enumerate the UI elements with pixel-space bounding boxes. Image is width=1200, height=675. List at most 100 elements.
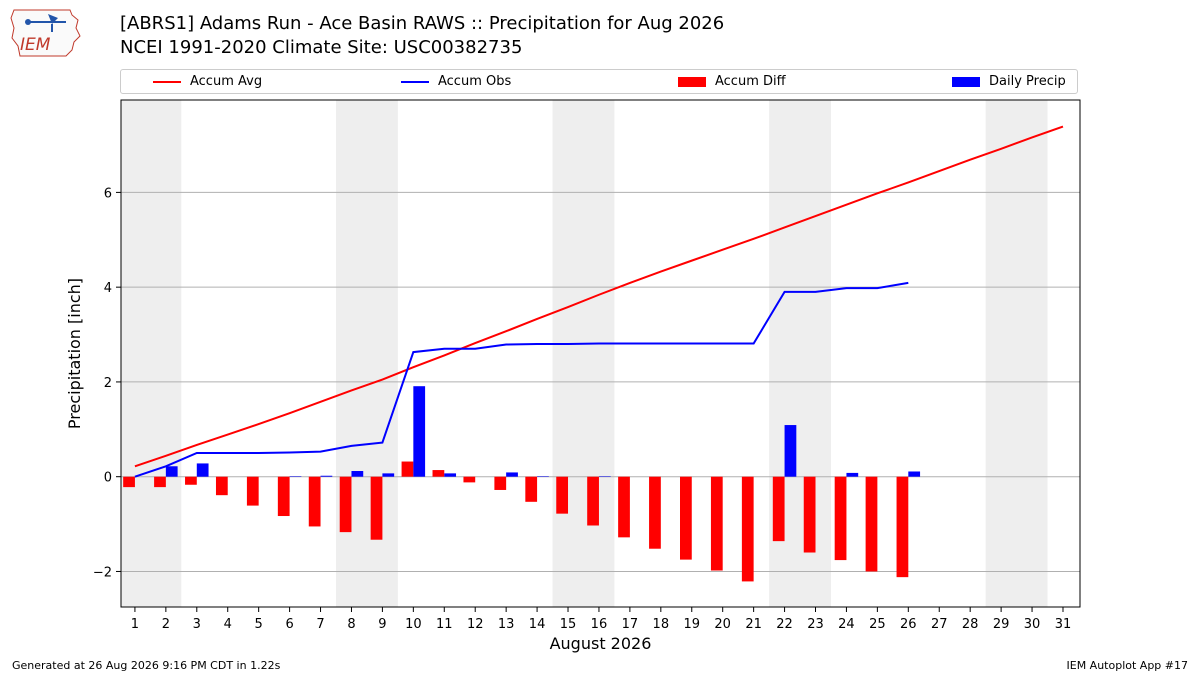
y-tick-label-4: 4 <box>104 281 112 296</box>
plot-frame <box>120 99 1081 608</box>
y-tick-label-2: 2 <box>104 376 112 391</box>
x-tick-label-23: 23 <box>807 617 824 632</box>
legend-swatch-accum-avg <box>153 80 181 83</box>
footer-app: IEM Autoplot App #17 <box>1066 659 1189 672</box>
legend-item-daily-precip: Daily Precip <box>952 70 1066 93</box>
y-tick-label-6: 6 <box>104 186 112 201</box>
x-tick-label-14: 14 <box>529 617 546 632</box>
x-tick-label-3: 3 <box>193 617 201 632</box>
legend-label-accum-obs: Accum Obs <box>438 74 512 89</box>
x-tick-label-30: 30 <box>1024 617 1041 632</box>
bar-accum-diff-day-7 <box>308 476 321 527</box>
x-tick-label-26: 26 <box>900 617 917 632</box>
x-tick-label-11: 11 <box>436 617 453 632</box>
bar-daily-precip-day-7 <box>320 475 333 477</box>
x-tick-label-25: 25 <box>869 617 886 632</box>
y-tick-label--2: −2 <box>93 565 112 580</box>
x-tick-label-27: 27 <box>931 617 948 632</box>
legend-label-daily-precip: Daily Precip <box>989 74 1066 89</box>
legend-item-accum-obs: Accum Obs <box>401 70 511 93</box>
x-tick-label-16: 16 <box>591 617 608 632</box>
x-tick-label-29: 29 <box>993 617 1010 632</box>
bar-accum-diff-day-10 <box>401 461 414 477</box>
x-tick-label-9: 9 <box>378 617 386 632</box>
bar-accum-diff-day-19 <box>680 476 692 560</box>
legend-item-accum-avg: Accum Avg <box>153 70 262 93</box>
bar-accum-diff-day-14 <box>525 476 538 502</box>
bar-daily-precip-day-11 <box>444 473 457 477</box>
bar-accum-diff-day-9 <box>370 476 383 540</box>
legend-item-accum-diff: Accum Diff <box>678 70 786 93</box>
bar-accum-diff-day-25 <box>865 476 878 572</box>
bar-accum-diff-day-5 <box>246 476 259 506</box>
bar-accum-diff-day-21 <box>741 476 754 582</box>
chart-subtitle: NCEI 1991-2020 Climate Site: USC00382735 <box>120 37 523 58</box>
bar-daily-precip-day-22 <box>784 425 797 477</box>
legend-swatch-accum-obs <box>401 80 429 83</box>
bar-accum-diff-day-3 <box>185 476 197 485</box>
weekend-shade-2 <box>552 100 615 607</box>
iem-logo: IEM <box>8 6 82 60</box>
legend-swatch-accum-diff <box>678 76 706 87</box>
y-axis-label: Precipitation [inch] <box>65 278 84 429</box>
x-tick-label-10: 10 <box>405 617 422 632</box>
line-accum-avg <box>134 125 1064 468</box>
x-axis-label: August 2026 <box>550 634 652 653</box>
bar-accum-diff-day-6 <box>277 476 290 517</box>
x-tick-label-12: 12 <box>467 617 484 632</box>
bar-daily-precip-day-13 <box>506 472 518 477</box>
legend-swatch-daily-precip <box>952 76 980 87</box>
x-tick-label-13: 13 <box>498 617 515 632</box>
bar-daily-precip-day-24 <box>846 472 859 477</box>
x-tick-label-8: 8 <box>347 617 355 632</box>
bar-accum-diff-day-2 <box>154 476 166 488</box>
x-tick-label-15: 15 <box>560 617 577 632</box>
bar-accum-diff-day-11 <box>432 470 445 477</box>
bar-accum-diff-day-18 <box>649 476 661 549</box>
x-tick-label-28: 28 <box>962 617 979 632</box>
bar-accum-diff-day-15 <box>556 476 569 514</box>
bar-accum-diff-day-8 <box>339 476 352 533</box>
bar-accum-diff-day-12 <box>463 476 476 483</box>
bar-accum-diff-day-22 <box>772 476 785 542</box>
legend-label-accum-diff: Accum Diff <box>715 74 786 89</box>
x-tick-label-18: 18 <box>653 617 670 632</box>
iowa-map-icon: IEM <box>10 9 81 57</box>
svg-text:IEM: IEM <box>20 35 51 55</box>
bar-daily-precip-day-8 <box>351 471 364 477</box>
bar-accum-diff-day-1 <box>123 476 135 488</box>
x-tick-label-5: 5 <box>255 617 263 632</box>
weekend-shade-0 <box>121 100 182 607</box>
x-tick-label-1: 1 <box>131 617 139 632</box>
bar-accum-diff-day-24 <box>834 476 847 561</box>
weekend-shade-4 <box>985 100 1048 607</box>
x-tick-label-17: 17 <box>622 617 639 632</box>
line-accum-obs <box>134 281 909 478</box>
bar-daily-precip-day-10 <box>413 386 426 477</box>
bar-daily-precip-day-2 <box>165 466 178 477</box>
bar-accum-diff-day-17 <box>618 476 630 538</box>
x-tick-label-22: 22 <box>776 617 793 632</box>
legend-label-accum-avg: Accum Avg <box>190 74 263 89</box>
x-tick-label-7: 7 <box>316 617 324 632</box>
bar-accum-diff-day-4 <box>215 476 228 496</box>
x-tick-label-6: 6 <box>285 617 293 632</box>
chart-legend: Accum Avg Accum Obs Accum Diff Daily Pre… <box>120 69 1078 94</box>
y-tick-label-0: 0 <box>104 471 112 486</box>
bar-daily-precip-day-3 <box>196 463 209 477</box>
x-tick-label-21: 21 <box>745 617 762 632</box>
chart-title: [ABRS1] Adams Run - Ace Basin RAWS :: Pr… <box>120 13 725 34</box>
bar-accum-diff-day-16 <box>587 476 599 526</box>
x-tick-label-19: 19 <box>683 617 700 632</box>
bar-daily-precip-day-26 <box>908 471 921 477</box>
x-tick-label-20: 20 <box>714 617 731 632</box>
bar-accum-diff-day-13 <box>494 476 507 490</box>
x-tick-label-31: 31 <box>1055 617 1072 632</box>
x-tick-label-24: 24 <box>838 617 855 632</box>
x-tick-label-4: 4 <box>224 617 232 632</box>
bar-accum-diff-day-23 <box>803 476 816 553</box>
x-tick-label-2: 2 <box>162 617 170 632</box>
bar-accum-diff-day-26 <box>896 476 909 578</box>
footer-generated: Generated at 26 Aug 2026 9:16 PM CDT in … <box>12 659 281 672</box>
